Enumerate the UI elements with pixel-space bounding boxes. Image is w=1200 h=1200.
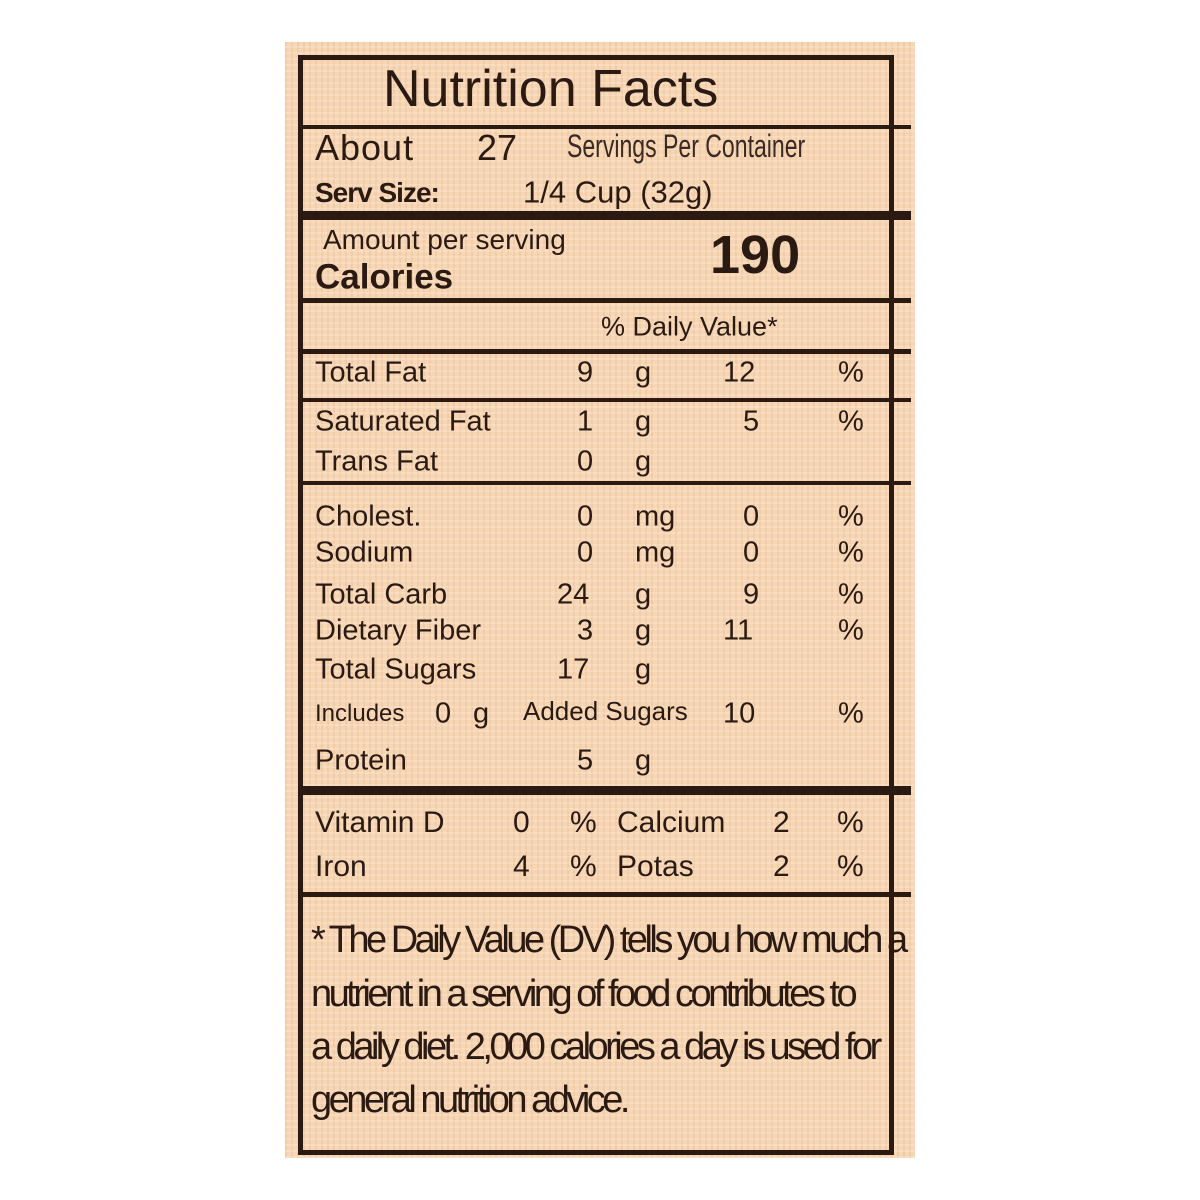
nutrient-unit: g: [635, 356, 652, 389]
nutrient-unit: g: [635, 405, 652, 438]
nutrient-unit: g: [635, 744, 652, 777]
nutrient-pct: %: [838, 614, 864, 647]
footnote-line: nutrient in a serving of food contribute…: [311, 973, 858, 1015]
mineral-name: Potas: [617, 850, 694, 883]
nutrient-amount: 0: [435, 697, 452, 730]
nutrient-name: Includes: [315, 700, 405, 727]
footnote-line: * The Daily Value (DV) tells you how muc…: [311, 919, 908, 961]
nutrient-amount: 3: [577, 614, 594, 647]
nutrient-extra: Added Sugars: [523, 696, 688, 726]
nutrient-name: Sodium: [315, 536, 414, 569]
nutrient-amount: 0: [577, 536, 594, 569]
vitamin-pct: %: [570, 806, 597, 839]
vitamin-name: Vitamin D: [315, 806, 445, 839]
mineral-value: 2: [773, 850, 790, 883]
nutrient-name: Protein: [315, 744, 407, 777]
nutrient-unit: g: [635, 445, 652, 478]
nutrient-unit: g: [635, 614, 652, 647]
vitamin-value: 0: [513, 806, 530, 839]
thick-divider: [300, 786, 911, 795]
nutrition-label: Nutrition Facts About 27 Servings Per Co…: [285, 42, 915, 1158]
nutrient-dv: 12: [723, 356, 756, 389]
nutrient-amount: 5: [577, 744, 594, 777]
nutrient-amount: 9: [577, 356, 594, 389]
daily-value-header: % Daily Value*: [601, 311, 778, 342]
mineral-value: 2: [773, 806, 790, 839]
title: Nutrition Facts: [383, 60, 719, 118]
mineral-name: Calcium: [617, 806, 726, 839]
nutrient-name: Total Carb: [315, 578, 448, 611]
nutrient-name: Total Sugars: [315, 653, 477, 686]
calories-label: Calories: [315, 257, 454, 297]
thick-divider: [300, 211, 911, 220]
divider: [300, 398, 911, 402]
divider: [300, 481, 911, 485]
nutrient-dv: 5: [743, 405, 760, 438]
nutrient-name: Dietary Fiber: [315, 614, 481, 647]
serving-size-label: Serv Size:: [315, 177, 440, 208]
nutrient-unit: g: [473, 697, 490, 730]
nutrient-pct: %: [838, 356, 864, 389]
nutrient-dv: 0: [743, 500, 760, 533]
footnote-line: a daily diet. 2,000 calories a day is us…: [311, 1026, 882, 1068]
nutrient-dv: 9: [743, 578, 760, 611]
nutrient-unit: g: [635, 578, 652, 611]
mineral-pct: %: [837, 806, 864, 839]
nutrient-unit: mg: [635, 500, 676, 533]
serving-size-value: 1/4 Cup (32g): [523, 174, 713, 210]
vitamin-pct: %: [570, 850, 597, 883]
nutrient-unit: mg: [635, 536, 676, 569]
nutrient-amount: 0: [577, 445, 594, 478]
nutrient-unit: g: [635, 653, 652, 686]
divider: [300, 298, 911, 303]
footnote-line: general nutrition advice.: [311, 1079, 630, 1121]
nutrient-pct: %: [838, 578, 864, 611]
nutrient-dv: 11: [723, 614, 754, 647]
vitamin-value: 4: [513, 850, 530, 883]
servings-suffix: Servings Per Container: [567, 128, 806, 164]
label-border: [298, 55, 894, 1155]
nutrient-dv: 0: [743, 536, 760, 569]
servings-prefix: About: [315, 127, 415, 168]
nutrient-name: Total Fat: [315, 356, 427, 389]
servings-count: 27: [477, 127, 518, 168]
nutrient-pct: %: [838, 697, 864, 730]
nutrient-pct: %: [838, 536, 864, 569]
divider: [300, 349, 911, 354]
nutrient-name: Cholest.: [315, 500, 422, 533]
nutrient-amount: 0: [577, 500, 594, 533]
nutrient-pct: %: [838, 405, 864, 438]
nutrient-amount: 17: [557, 653, 590, 686]
vitamin-name: Iron: [315, 850, 367, 883]
nutrient-dv: 10: [723, 697, 756, 730]
calories-value: 190: [710, 225, 801, 285]
nutrient-amount: 1: [577, 405, 594, 438]
amount-per-serving: Amount per serving: [323, 224, 566, 255]
nutrient-amount: 24: [557, 578, 590, 611]
nutrient-pct: %: [838, 500, 864, 533]
divider: [300, 125, 911, 129]
nutrient-name: Saturated Fat: [315, 405, 491, 438]
nutrient-name: Trans Fat: [315, 445, 439, 478]
mineral-pct: %: [837, 850, 864, 883]
divider: [300, 892, 911, 897]
